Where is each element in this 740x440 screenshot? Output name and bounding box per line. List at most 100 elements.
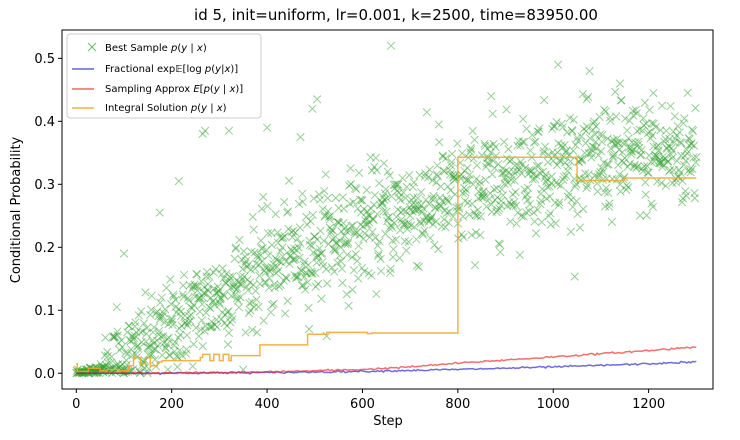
scatter-point [426,233,435,243]
scatter-point [311,268,320,278]
scatter-point [679,160,689,170]
scatter-point [386,41,396,50]
scatter-point [388,252,398,262]
scatter-point [266,308,276,317]
scatter-point [632,109,641,118]
scatter-point [317,248,327,258]
scatter-point [585,133,595,143]
scatter-point [224,306,233,316]
scatter-point [641,190,650,199]
scatter-point [431,217,441,226]
scatter-point [537,217,546,227]
scatter-point [673,156,682,166]
scatter-point [323,193,332,203]
scatter-point [382,194,391,203]
scatter-point [295,223,305,232]
scatter-point [657,178,666,188]
scatter-point [680,114,689,123]
scatter-point [223,340,233,349]
scatter-point [346,164,355,173]
scatter-point [462,175,472,185]
scatter-point [617,96,626,105]
scatter-point [398,173,407,183]
scatter-point [308,269,317,278]
scatter-point [299,281,308,290]
scatter-point [275,233,285,242]
scatter-point [235,280,245,289]
scatter-point [673,121,682,131]
scatter-point [313,279,323,289]
scatter-point [602,183,611,193]
scatter-point [666,101,675,111]
scatter-point [672,178,681,187]
y-tick-label: 0.0 [34,367,55,382]
scatter-point [592,122,601,131]
scatter-point [463,163,472,173]
scatter-point [690,194,700,203]
scatter-point [625,159,635,168]
scatter-point [200,126,210,135]
scatter-point [553,60,563,69]
scatter-point [296,239,305,248]
scatter-point [183,321,192,330]
scatter-point [453,139,462,148]
scatter-point [249,280,258,290]
scatter-point [372,166,381,175]
scatter-point [304,324,314,334]
scatter-point [236,293,245,302]
scatter-point [491,151,501,160]
scatter-point [203,280,213,289]
scatter-point [270,280,279,289]
scatter-point [443,182,452,191]
scatter-point [649,88,658,98]
scatter-point [306,217,315,226]
scatter-point [607,217,617,226]
scatter-point [573,137,583,146]
scatter-point [515,165,524,175]
axes-frame [61,29,714,390]
scatter-point [441,154,451,163]
scatter-point [512,167,522,176]
scatter-point [559,175,568,184]
scatter-point [510,176,519,185]
scatter-point [551,219,560,228]
scatter-point [263,201,272,211]
scatter-point [218,264,227,273]
scatter-point [308,104,317,113]
scatter-point [170,337,180,347]
scatter-point [583,92,593,102]
scatter-point [343,250,352,259]
scatter-point [688,126,698,136]
scatter-point [639,121,648,130]
scatter-point [275,257,284,266]
scatter-point [675,138,685,147]
scatter-point [339,204,349,213]
scatter-point [182,331,192,340]
scatter-point [511,201,521,210]
scatter-point [293,272,303,282]
scatter-point [307,241,317,250]
x-tick-label: 800 [445,397,470,412]
legend-label-integral: Integral Solution p(y | x) [105,103,227,114]
scatter-point [422,108,431,117]
scatter-point [685,164,695,174]
scatter-point [619,174,628,184]
scatter-point [391,235,400,244]
legend-label-fractional: Fractional exp𝔼[log p(y|x)] [105,64,238,75]
scatter-point [370,191,380,200]
scatter-point [471,211,480,220]
scatter-point [682,145,691,154]
scatter-point [612,112,621,121]
scatter-point [581,139,590,148]
scatter-point [441,223,450,232]
scatter-point [138,327,147,336]
scatter-point [614,145,624,154]
scatter-point [435,137,444,147]
scatter-point [359,234,368,244]
scatter-point [328,226,338,235]
scatter-point [313,95,322,104]
scatter-point [646,157,656,167]
scatter-point [571,140,580,150]
scatter-point [615,79,625,88]
scatter-point [536,189,545,198]
